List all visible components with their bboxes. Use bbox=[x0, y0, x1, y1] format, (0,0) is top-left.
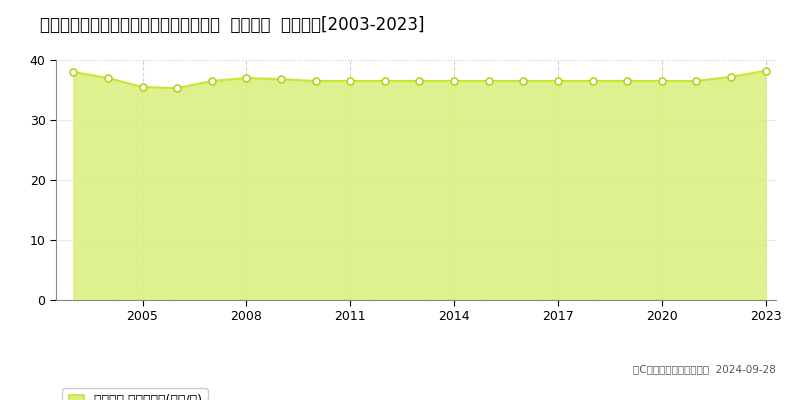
Text: （C）土地価格ドットコム  2024-09-28: （C）土地価格ドットコム 2024-09-28 bbox=[633, 364, 776, 374]
Text: 愛知県豊橋市つつじが丘３丁目９番４外  基準地価  地価推移[2003-2023]: 愛知県豊橋市つつじが丘３丁目９番４外 基準地価 地価推移[2003-2023] bbox=[40, 16, 425, 34]
Legend: 基準地価 平均坪単価(万円/坪): 基準地価 平均坪単価(万円/坪) bbox=[62, 388, 208, 400]
